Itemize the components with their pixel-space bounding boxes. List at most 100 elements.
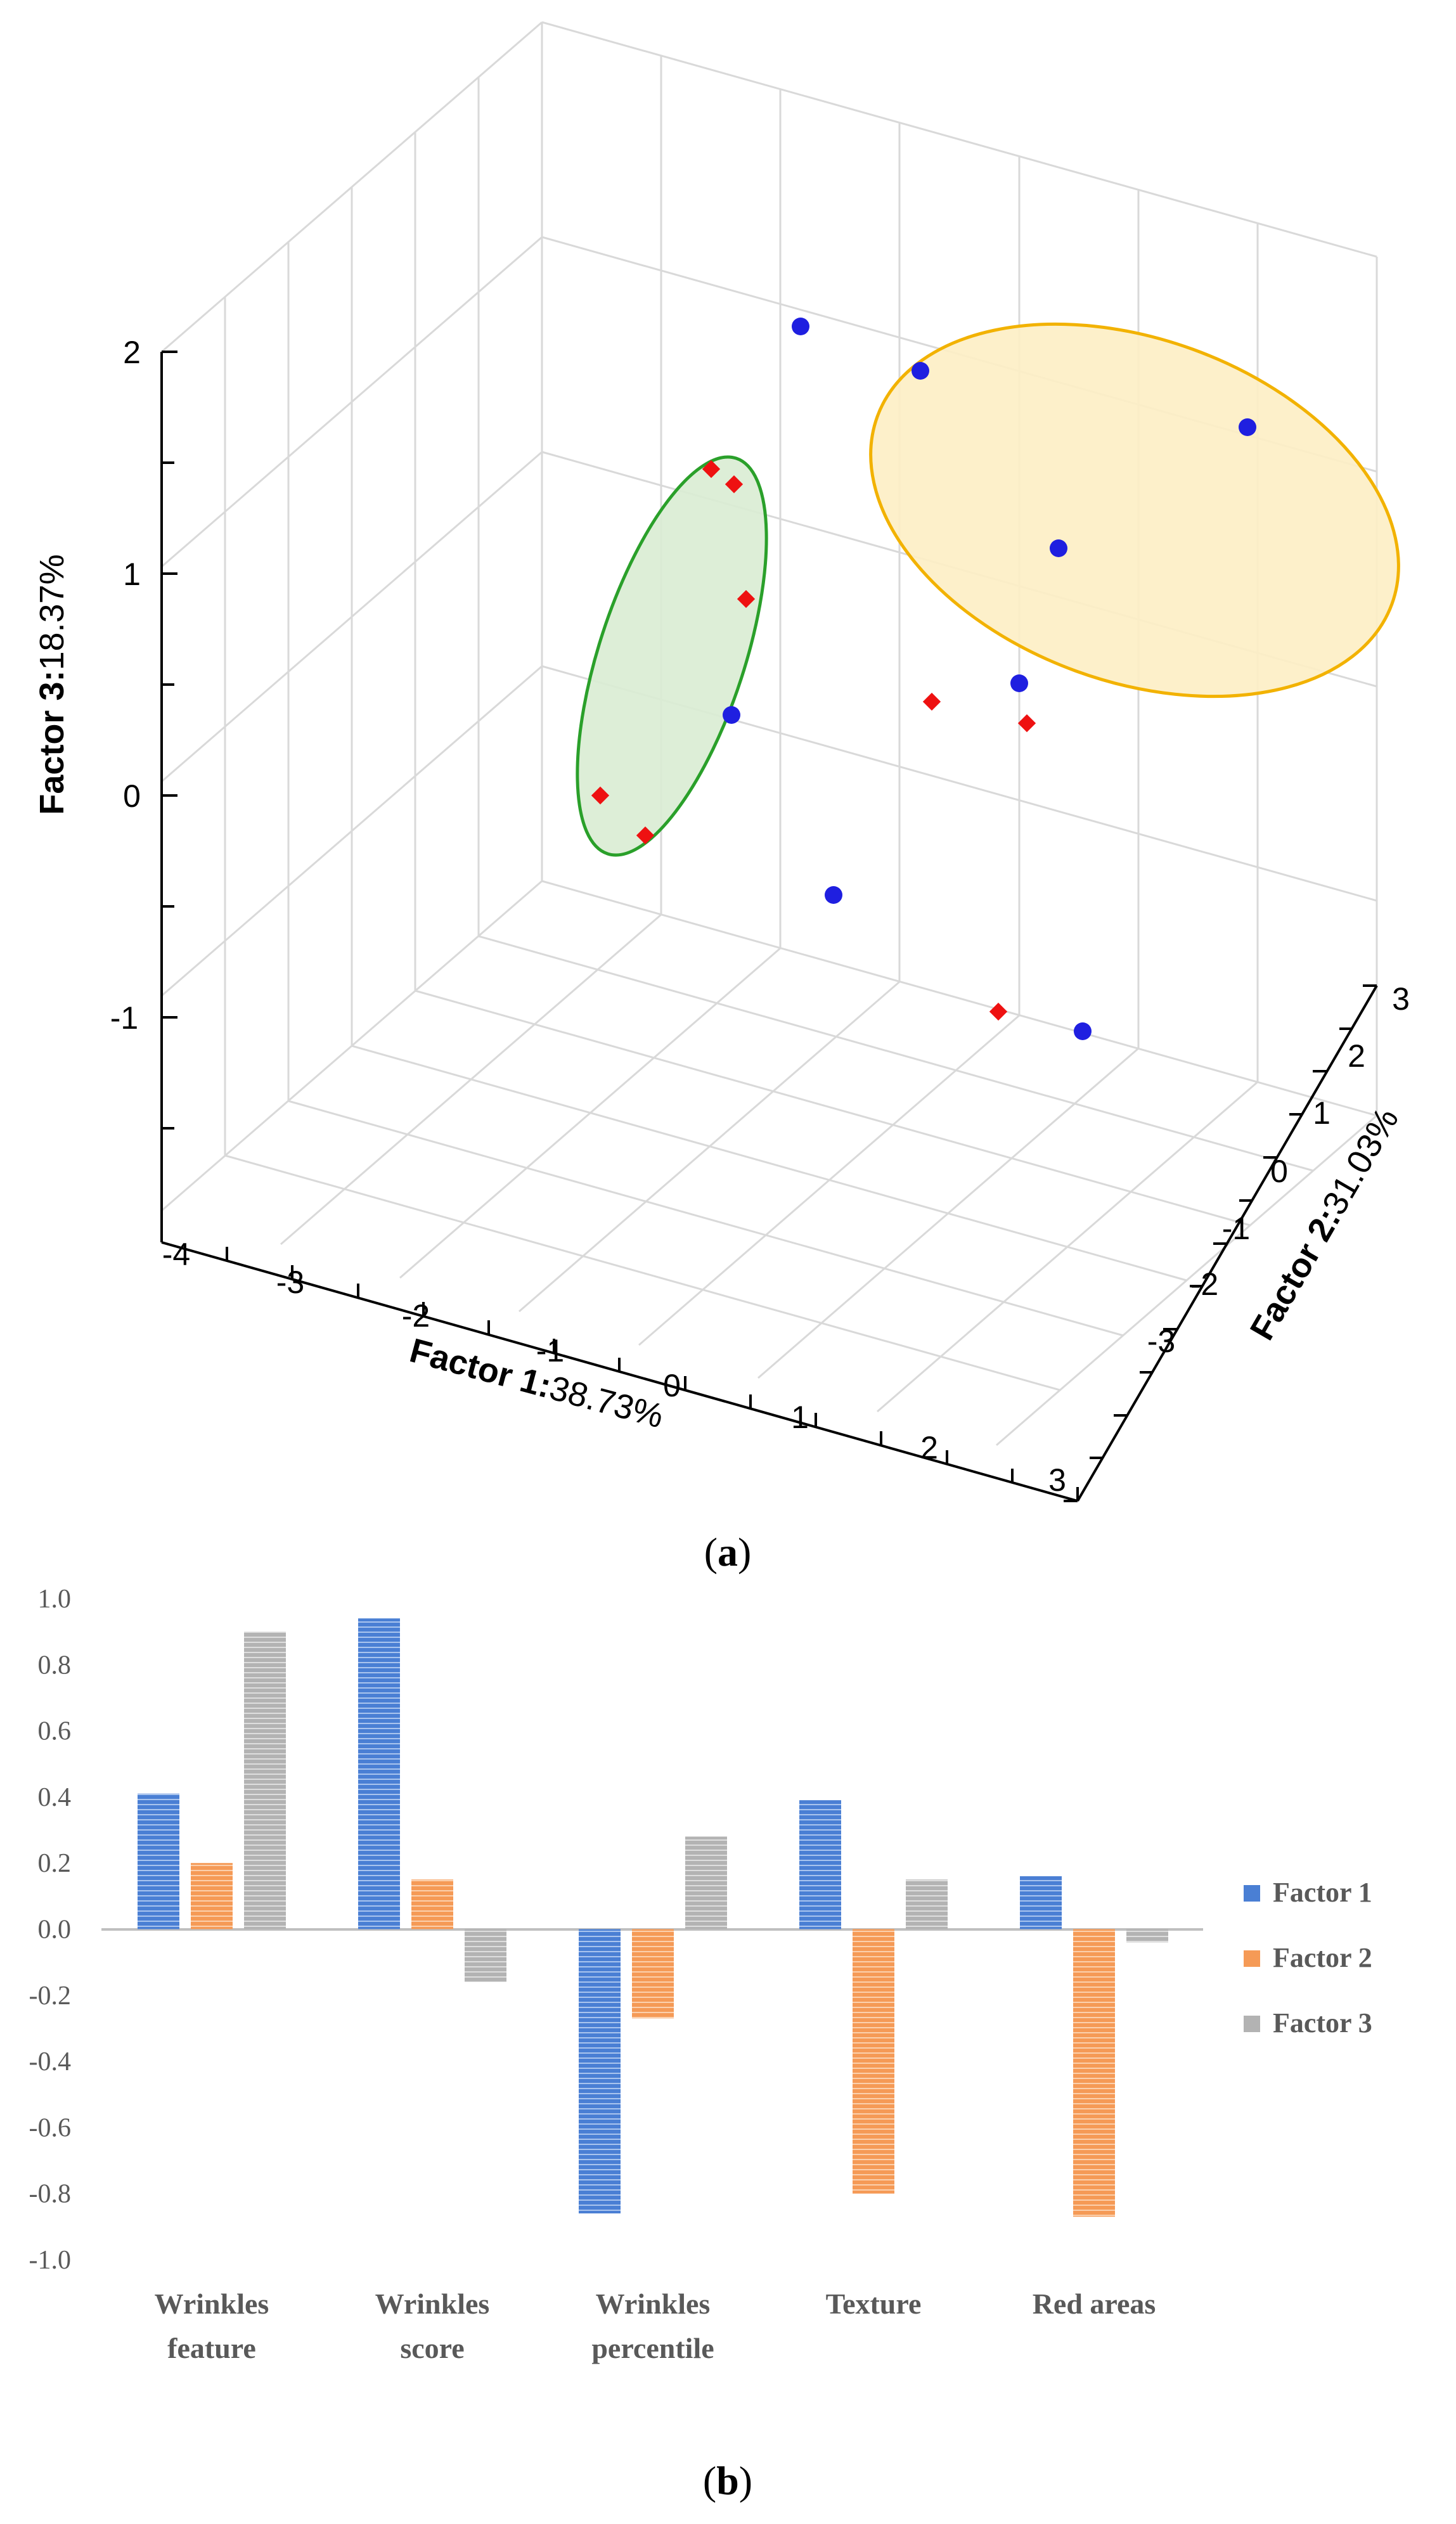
bar-factor-3 (1126, 1929, 1168, 1943)
y-axis-title-name: Factor 2: (1243, 1202, 1348, 1347)
y-tick-label: -3 (1147, 1323, 1175, 1359)
scatter-point-blue (1074, 1022, 1092, 1040)
yellow-group-ellipse (869, 322, 1400, 699)
z-tick-label: 0 (123, 778, 141, 814)
green-group-ellipse (576, 455, 768, 857)
caption-b-open: ( (703, 2458, 716, 2503)
scatter-point-red (725, 475, 744, 494)
bar-y-tick-label: -0.6 (29, 2113, 72, 2142)
y-tick-label: 3 (1392, 981, 1410, 1017)
y-tick-label: -2 (1190, 1266, 1218, 1302)
bar-factor-1 (138, 1793, 179, 1929)
bar-category-label: Wrinkles (596, 2288, 711, 2320)
bar-y-tick-labels: 1.0 0.8 0.6 0.4 0.2 0.0 -0.2 -0.4 -0.6 -0.8 -1.0 (29, 1585, 72, 2275)
bar-category-label: Red areas (1033, 2288, 1156, 2320)
bar-y-tick-label: 0.4 (38, 1783, 72, 1812)
scatter-point-blue (1010, 674, 1028, 692)
y-axis-title: Factor 2:31.03% (1243, 1102, 1407, 1346)
y-tick-label: 1 (1313, 1095, 1330, 1131)
bar-y-tick-label: 0.0 (38, 1916, 72, 1945)
bar-factor-2 (632, 1929, 674, 2019)
y-axis-tick-labels: 3 2 1 0 -1 -2 -3 (1147, 981, 1410, 1359)
scatter-point-red (702, 460, 721, 479)
bar-series (138, 1618, 1168, 2217)
scatter-point-blue (1239, 418, 1256, 436)
legend-swatch (1244, 2016, 1260, 2032)
x-tick-label: -3 (276, 1265, 304, 1300)
bar-category-label: Wrinkles (155, 2288, 269, 2320)
x-tick-label: -4 (162, 1237, 190, 1272)
scatter-point-blue (723, 706, 740, 724)
x-tick-label: 0 (663, 1368, 681, 1403)
legend-label: Factor 2 (1273, 1942, 1372, 1973)
z-tick-label: -1 (110, 1000, 138, 1036)
bar-y-tick-label: 0.6 (38, 1717, 72, 1746)
bar-factor-2 (411, 1879, 453, 1929)
scatter-point-red (922, 692, 941, 711)
scatter-point-red (737, 589, 756, 608)
y-axis-ticks (1064, 984, 1377, 1502)
scatter-point-red (636, 826, 655, 845)
x-tick-label: -1 (536, 1333, 564, 1368)
scatter-point-blue (825, 886, 842, 904)
x-tick-label: -2 (402, 1298, 430, 1334)
scatter-point-red (1017, 714, 1036, 733)
x-tick-label: 2 (920, 1430, 938, 1465)
y-tick-label: -1 (1222, 1211, 1250, 1246)
bar-y-tick-label: -0.2 (29, 1981, 72, 2011)
bar-y-tick-label: -0.8 (29, 2180, 72, 2209)
legend-swatch (1244, 1885, 1260, 1902)
bar-category-label: percentile (591, 2332, 714, 2364)
x-tick-label: 1 (791, 1400, 809, 1435)
y-tick-label: 0 (1270, 1154, 1288, 1189)
z-axis-title: Factor 3:18.37% (33, 554, 71, 815)
blue-circle-points (723, 318, 1256, 1040)
bar-factor-3 (465, 1929, 506, 1982)
scatter-point-red (591, 786, 610, 805)
x-tick-label: 3 (1048, 1462, 1066, 1498)
legend-swatch (1244, 1950, 1260, 1967)
caption-b-close: ) (739, 2458, 752, 2503)
bar-factor-1 (1020, 1876, 1062, 1929)
panel-b-bar-chart: 1.0 0.8 0.6 0.4 0.2 0.0 -0.2 -0.4 -0.6 -0.8 -1.0 W… (29, 1585, 1372, 2364)
bar-category-label: Wrinkles (375, 2288, 490, 2320)
z-axis-ticks (162, 351, 177, 1130)
caption-a: (a) (704, 1529, 752, 1574)
x-axis-tick-labels: -4 -3 -2 -1 0 1 2 3 (162, 1237, 1066, 1498)
legend-label: Factor 3 (1273, 2007, 1372, 2038)
red-diamond-points (591, 460, 1036, 1021)
bar-factor-1 (358, 1618, 400, 1929)
bar-category-label: Texture (826, 2288, 922, 2320)
z-axis-title-value: 18.37% (33, 554, 71, 670)
bar-category-label: score (400, 2332, 464, 2364)
floor-grid (224, 913, 1377, 1446)
bar-factor-2 (1073, 1929, 1115, 2217)
bar-factor-3 (906, 1879, 948, 1929)
z-tick-label: 1 (123, 557, 141, 592)
bar-factor-2 (191, 1863, 233, 1929)
bar-y-tick-label: -1.0 (29, 2246, 72, 2275)
panel-a-3d-scatter: 2 1 0 -1 -4 -3 -2 -1 0 1 2 3 3 2 1 0 -1 … (33, 21, 1410, 1502)
y-tick-label: 2 (1348, 1038, 1365, 1074)
scatter-point-blue (912, 362, 929, 380)
caption-a-letter: a (718, 1529, 738, 1574)
bar-y-tick-label: -0.4 (29, 2047, 72, 2077)
z-tick-label: 2 (123, 335, 141, 370)
bar-y-tick-label: 0.2 (38, 1849, 72, 1878)
z-axis-tick-labels: 2 1 0 -1 (110, 335, 141, 1036)
z-axis-title-name: Factor 3: (33, 671, 71, 815)
scatter-point-blue (1050, 539, 1067, 557)
bar-category-label: feature (167, 2332, 256, 2364)
bar-category-labels: Wrinkles feature Wrinkles score Wrinkles perc… (155, 2288, 1156, 2364)
caption-a-open: ( (704, 1529, 718, 1574)
caption-b-letter: b (716, 2458, 739, 2503)
bar-factor-1 (799, 1800, 841, 1929)
caption-b: (b) (703, 2458, 752, 2503)
bar-factor-1 (579, 1929, 621, 2213)
legend-label: Factor 1 (1273, 1877, 1372, 1908)
left-wall-grid (161, 21, 543, 1212)
bar-factor-3 (685, 1836, 727, 1929)
bar-y-tick-label: 1.0 (38, 1585, 72, 1614)
bar-y-tick-label: 0.8 (38, 1651, 72, 1680)
